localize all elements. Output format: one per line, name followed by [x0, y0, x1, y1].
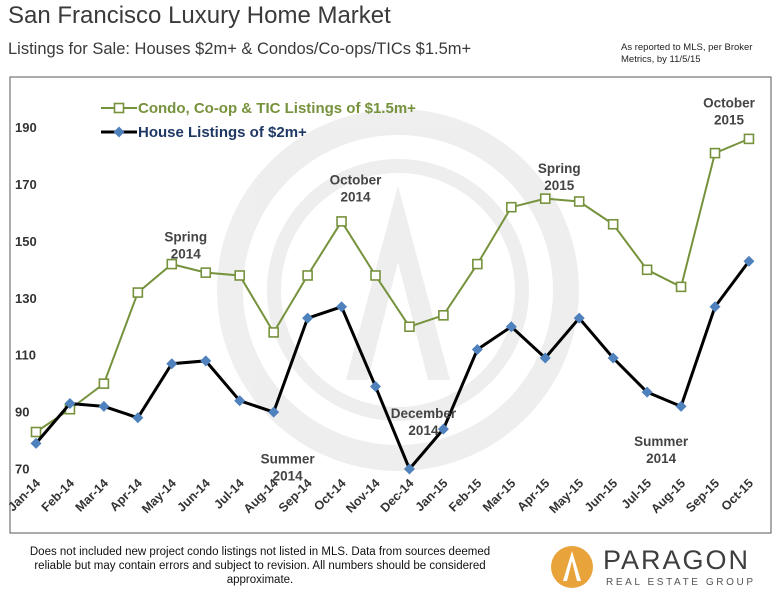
house-data-point — [403, 463, 415, 475]
house-series-line — [34, 260, 751, 472]
x-tick-label: Mar-14 — [73, 476, 111, 514]
annotation-label: 2014 — [171, 246, 202, 261]
x-tick-label: Mar-15 — [480, 476, 518, 514]
x-tick-label: Oct-14 — [311, 476, 348, 513]
legend-house-label: House Listings of $2m+ — [138, 124, 307, 141]
annotation-label: 2015 — [714, 113, 745, 128]
condo-data-point — [132, 287, 144, 298]
house-data-point — [336, 301, 348, 313]
x-tick-label: Jan-15 — [413, 476, 451, 514]
condo-data-point — [641, 264, 653, 276]
house-data-point — [268, 406, 280, 418]
house-data-point — [675, 400, 687, 412]
condo-data-point — [472, 258, 483, 270]
y-tick-label: 170 — [15, 177, 37, 192]
annotation-label: December — [391, 406, 457, 421]
house-data-point — [437, 423, 449, 435]
condo-data-point — [30, 426, 42, 438]
x-tick-label: Nov-14 — [343, 476, 382, 515]
y-tick-label: 190 — [15, 120, 37, 135]
legend-condo-label: Condo, Co-op & TIC Listings of $1.5m+ — [138, 100, 416, 117]
condo-data-point — [505, 201, 517, 213]
y-tick-label: 130 — [15, 291, 37, 306]
condo-data-point — [438, 310, 449, 321]
house-data-point — [302, 312, 314, 324]
paragon-logo: PARAGON REAL ESTATE GROUP — [548, 542, 778, 594]
brand-tagline: REAL ESTATE GROUP — [606, 577, 756, 588]
condo-data-point — [404, 321, 415, 333]
house-data-point — [743, 255, 755, 267]
x-tick-label: Jan-14 — [5, 476, 43, 514]
source-note: As reported to MLS, per Broker Metrics, … — [621, 42, 753, 65]
condo-data-point — [573, 196, 585, 207]
condo-data-point — [607, 218, 619, 230]
house-data-point — [607, 352, 619, 364]
condo-data-point — [302, 270, 313, 281]
annotation-label: 2014 — [408, 423, 439, 438]
footnote: Does not included new project condo list… — [29, 546, 491, 586]
condo-data-point — [98, 378, 110, 389]
house-data-point — [505, 321, 517, 333]
house-data-point — [200, 355, 212, 367]
house-data-point — [234, 395, 246, 407]
x-tick-label: Apr-14 — [107, 476, 145, 514]
house-data-point — [539, 352, 551, 364]
paragon-logo-icon — [551, 546, 593, 588]
annotation-label: October — [703, 96, 756, 111]
condo-data-point — [743, 133, 755, 145]
annotation-label: Summer — [261, 451, 316, 466]
brand-name: PARAGON — [603, 545, 751, 575]
legend-condo-marker — [113, 102, 125, 114]
annotation-label: Spring — [538, 161, 581, 176]
annotation-label: Summer — [634, 434, 689, 449]
x-tick-label: Dec-14 — [378, 476, 417, 515]
condo-data-point — [370, 270, 381, 281]
condo-series-line — [35, 137, 750, 433]
y-tick-label: 110 — [15, 348, 36, 363]
house-data-point — [132, 412, 144, 424]
condo-data-point — [336, 216, 347, 227]
condo-data-point — [234, 270, 245, 281]
x-tick-label: Jun-14 — [174, 476, 212, 514]
x-tick-label: May-15 — [546, 476, 586, 516]
annotation-label: 2014 — [273, 468, 304, 483]
y-tick-label: 70 — [15, 462, 29, 477]
house-data-point — [98, 400, 110, 412]
x-tick-label: Jun-15 — [582, 476, 620, 514]
x-tick-label: Sep-15 — [683, 476, 722, 515]
y-tick-label: 150 — [15, 234, 37, 249]
house-data-point — [471, 343, 483, 355]
watermark-logo — [217, 109, 579, 471]
condo-data-point — [675, 281, 687, 293]
condo-data-point — [709, 147, 721, 159]
legend-house-marker — [113, 126, 125, 138]
annotation-label: 2014 — [341, 189, 372, 204]
plot-border — [9, 76, 772, 534]
condo-data-point — [268, 327, 279, 338]
house-data-point — [709, 301, 721, 313]
house-data-point — [370, 380, 381, 392]
x-tick-label: May-14 — [139, 476, 179, 516]
house-data-point — [30, 437, 42, 449]
chart-subtitle: Listings for Sale: Houses $2m+ & Condos/… — [8, 40, 472, 58]
condo-data-point — [200, 267, 212, 278]
house-data-point — [641, 386, 653, 398]
condo-data-point — [539, 193, 551, 204]
x-tick-label: Oct-15 — [719, 476, 756, 513]
annotation-label: October — [330, 172, 383, 187]
x-tick-label: Feb-15 — [446, 476, 484, 514]
annotation-label: Spring — [164, 229, 207, 244]
x-tick-label: Apr-15 — [514, 476, 552, 514]
annotation-label: 2015 — [544, 178, 575, 193]
house-data-point — [64, 398, 76, 410]
y-tick-label: 90 — [15, 405, 29, 420]
house-data-point — [573, 312, 585, 324]
x-tick-label: Feb-14 — [39, 476, 77, 514]
annotation-label: 2014 — [646, 451, 677, 466]
house-data-point — [166, 358, 178, 370]
x-tick-label: Aug-15 — [648, 476, 688, 516]
chart-title: San Francisco Luxury Home Market — [8, 2, 391, 29]
condo-data-point — [166, 258, 178, 270]
